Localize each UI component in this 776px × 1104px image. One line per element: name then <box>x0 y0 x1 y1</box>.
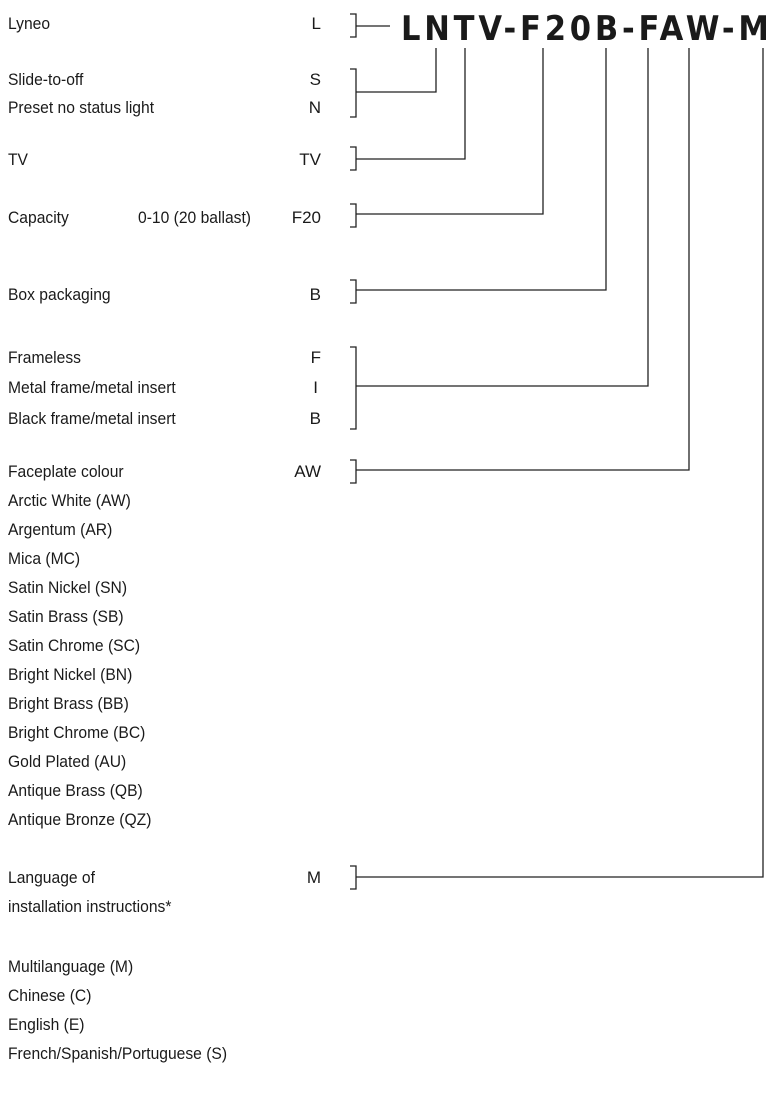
bracket-tv <box>350 146 357 171</box>
tv-label: TV <box>8 150 28 169</box>
colour-option: Bright Chrome (BC) <box>8 723 146 742</box>
bracket-frame <box>350 346 357 430</box>
frameless-label: Frameless <box>8 348 82 367</box>
colour-option: Antique Bronze (QZ) <box>8 810 152 829</box>
switch-code: S <box>309 70 321 89</box>
leader-faceplate <box>356 48 690 471</box>
language-label: Language of <box>8 868 95 887</box>
colour-option: Satin Chrome (SC) <box>8 636 141 655</box>
leader-language <box>356 48 764 878</box>
faceplate-code: AW <box>294 462 321 481</box>
bracket-faceplate <box>350 459 357 484</box>
leader-switch <box>356 48 437 93</box>
capacity-spec: 0-10 (20 ballast) <box>138 208 252 227</box>
colour-option: Gold Plated (AU) <box>8 752 127 771</box>
colour-option: Bright Nickel (BN) <box>8 665 133 684</box>
bracket-language <box>350 865 357 890</box>
bracket-packaging <box>350 279 357 304</box>
model-code: LNTV-F20B-FAW-M <box>401 9 773 49</box>
colour-option: Antique Brass (QB) <box>8 781 143 800</box>
switch-label: Slide-to-off <box>8 70 84 89</box>
colour-option: Mica (MC) <box>8 549 81 568</box>
metal-frame-label: Metal frame/metal insert <box>8 378 176 397</box>
status-light-label: Preset no status light <box>8 98 155 117</box>
leader-packaging <box>356 48 607 291</box>
packaging-code: B <box>309 285 321 304</box>
capacity-code: F20 <box>291 208 321 227</box>
colour-option: Argentum (AR) <box>8 520 113 539</box>
leader-capacity <box>356 48 544 215</box>
black-frame-label: Black frame/metal insert <box>8 409 176 428</box>
brand-code: L <box>311 14 321 33</box>
colour-option: Satin Brass (SB) <box>8 607 124 626</box>
colour-option: Arctic White (AW) <box>8 491 131 510</box>
leader-frame <box>356 48 649 387</box>
bracket-brand <box>350 13 357 38</box>
black-frame-code: B <box>309 409 321 428</box>
faceplate-label: Faceplate colour <box>8 462 124 481</box>
frameless-code: F <box>310 348 321 367</box>
leader-tv <box>356 48 466 160</box>
language-option: English (E) <box>8 1015 85 1034</box>
capacity-label: Capacity <box>8 208 69 227</box>
language-option: Chinese (C) <box>8 986 92 1005</box>
packaging-label: Box packaging <box>8 285 111 304</box>
brand-label: Lyneo <box>8 14 51 33</box>
language-code: M <box>306 868 321 887</box>
bracket-capacity <box>350 203 357 228</box>
language-option: French/Spanish/Portuguese (S) <box>8 1044 228 1063</box>
bracket-switch <box>350 68 357 118</box>
colour-option: Bright Brass (BB) <box>8 694 129 713</box>
status-light-code: N <box>308 98 321 117</box>
colour-option: Satin Nickel (SN) <box>8 578 128 597</box>
metal-frame-code: I <box>313 378 318 397</box>
language-option: Multilanguage (M) <box>8 957 134 976</box>
language-label-cont: installation instructions* <box>8 897 172 916</box>
tv-code: TV <box>299 150 321 169</box>
